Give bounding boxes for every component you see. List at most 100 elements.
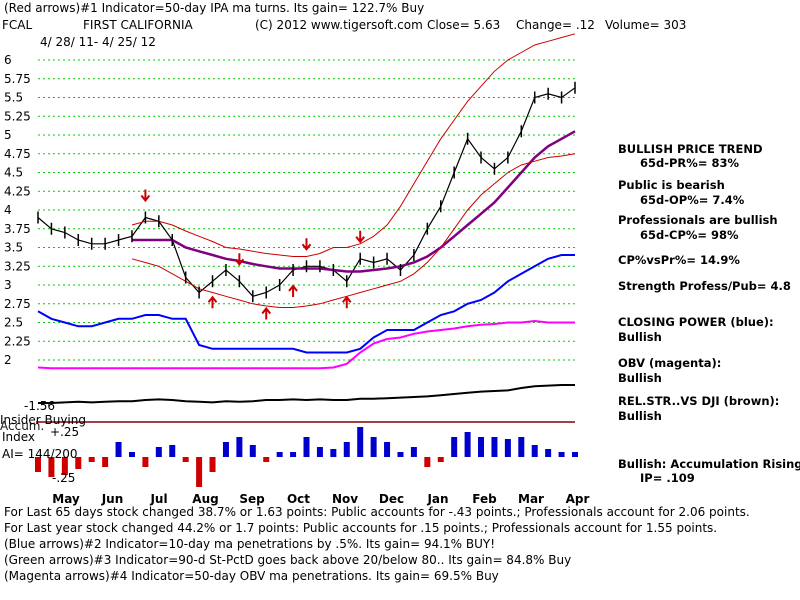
accum-bar bbox=[128, 452, 135, 457]
footer-line-year: For Last year stock changed 44.2% or 1.7… bbox=[4, 521, 717, 535]
public-title: Public is bearish bbox=[618, 178, 725, 192]
symbol: FCAL bbox=[2, 18, 32, 32]
accum-bar bbox=[558, 452, 565, 457]
cpvspr-value: CP%vsPr%= 14.9% bbox=[618, 253, 740, 267]
month-label: Jan bbox=[426, 492, 448, 506]
month-label: Oct bbox=[287, 492, 310, 506]
red-arrow-down bbox=[140, 189, 151, 203]
cp-value: 65d-CP%= 98% bbox=[640, 228, 739, 242]
red-arrow-up bbox=[288, 284, 298, 297]
obv-title: OBV (magenta): bbox=[618, 356, 721, 370]
accum-bar bbox=[142, 457, 149, 467]
closing-power-state: Bullish bbox=[618, 330, 662, 344]
accum-bar bbox=[316, 447, 323, 457]
index-label: Index bbox=[2, 430, 35, 444]
accum-bar bbox=[290, 452, 297, 457]
accum-bar bbox=[437, 457, 444, 462]
close-value: Close= 5.63 bbox=[427, 18, 500, 32]
accum-text: Bullish: Accumulation Rising. bbox=[618, 457, 800, 471]
accum-bar bbox=[222, 442, 229, 457]
accum-bar bbox=[464, 432, 471, 457]
series-line-upper-band bbox=[131, 33, 576, 257]
accum-bar bbox=[384, 442, 391, 457]
ai-value: AI= 144/200 bbox=[2, 447, 77, 461]
y-tick-label: 2.75 bbox=[4, 297, 31, 311]
y-tick-label: 5.75 bbox=[4, 72, 31, 86]
accum-bar bbox=[209, 457, 216, 472]
series-line-lower-band bbox=[131, 153, 576, 308]
pr-value: 65d-PR%= 83% bbox=[640, 156, 739, 170]
red-arrow-up bbox=[341, 295, 352, 309]
accum-bar bbox=[303, 437, 310, 457]
accum-bar bbox=[155, 447, 162, 457]
red-arrow-down bbox=[234, 253, 245, 266]
y-tick-label: 4.25 bbox=[4, 184, 31, 198]
series-line-50-day-ma bbox=[132, 130, 576, 273]
month-label: Feb bbox=[472, 492, 497, 506]
y-tick-label: 2 bbox=[4, 353, 12, 367]
signal-arrows bbox=[140, 189, 365, 320]
accum-bar bbox=[249, 445, 256, 457]
accum-bar bbox=[169, 445, 176, 457]
series-line-obv bbox=[37, 319, 575, 370]
month-label: Jun bbox=[101, 492, 124, 506]
y-axis-ticks: 6 5.75 5.5 5.25 5 4.75 4.5 4.25 4 3.75 3.5 3.25 3 2.7… bbox=[4, 53, 31, 367]
accum-bar bbox=[182, 457, 189, 462]
strength-value: Strength Profess/Pub= 4.8 bbox=[618, 279, 791, 293]
accum-label: Accum. bbox=[0, 419, 44, 433]
obv-state: Bullish bbox=[618, 371, 662, 385]
accum-bar bbox=[424, 457, 431, 467]
y-tick-label: 3.25 bbox=[4, 259, 31, 273]
volume-value: Volume= 303 bbox=[605, 18, 686, 32]
accum-bar bbox=[545, 449, 552, 457]
month-label: Nov bbox=[332, 492, 358, 506]
ip-value: IP= .109 bbox=[640, 471, 695, 485]
accum-bar bbox=[115, 442, 122, 457]
month-label: Aug bbox=[192, 492, 218, 506]
y-tick-label: 4 bbox=[4, 203, 12, 217]
relstr-tick: -1.56 bbox=[24, 399, 55, 413]
accum-bar bbox=[531, 445, 538, 457]
month-label: Dec bbox=[379, 492, 404, 506]
series-lines bbox=[37, 33, 576, 404]
header-indicator-line: (Red arrows)#1 Indicator=50-day IPA ma t… bbox=[4, 1, 424, 15]
footer-line-magenta: (Magenta arrows)#4 Indicator=50-day OBV … bbox=[4, 569, 499, 583]
relstr-title: REL.STR..VS DJI (brown): bbox=[618, 394, 779, 408]
accum-bar bbox=[518, 437, 525, 457]
change-value: Change= .12 bbox=[516, 18, 595, 32]
red-arrow-down bbox=[301, 238, 312, 251]
series-line-closing-power bbox=[37, 254, 575, 354]
accum-bar bbox=[330, 449, 337, 457]
footer-line-green: (Green arrows)#3 Indicator=90-d St-PctD … bbox=[4, 553, 571, 567]
month-label: May bbox=[52, 492, 80, 506]
accum-tick-neg: -.25 bbox=[52, 471, 75, 485]
accum-bar bbox=[370, 437, 377, 457]
accum-bar bbox=[397, 452, 404, 457]
accum-bar bbox=[88, 457, 95, 462]
accum-bar bbox=[410, 447, 417, 457]
y-tick-label: 4.75 bbox=[4, 147, 31, 161]
month-label: Jul bbox=[149, 492, 167, 506]
accum-bar bbox=[357, 427, 364, 457]
y-tick-label: 5.25 bbox=[4, 109, 31, 123]
accum-bar bbox=[478, 437, 485, 457]
y-tick-label: 3 bbox=[4, 278, 12, 292]
y-tick-label: 5 bbox=[4, 128, 12, 142]
footer-line-blue: (Blue arrows)#2 Indicator=10-day ma pene… bbox=[4, 537, 495, 551]
y-tick-label: 3.5 bbox=[4, 241, 23, 255]
footer-line-65d: For Last 65 days stock changed 38.7% or … bbox=[4, 505, 750, 519]
accum-bar bbox=[504, 439, 511, 457]
red-arrow-down bbox=[355, 230, 365, 244]
y-tick-label: 3.75 bbox=[4, 222, 31, 236]
accum-bar bbox=[61, 457, 68, 475]
y-tick-label: 2.5 bbox=[4, 316, 23, 330]
accum-bar bbox=[343, 442, 350, 457]
pros-title: Professionals are bullish bbox=[618, 213, 778, 227]
red-arrow-up bbox=[207, 295, 218, 309]
accum-bar bbox=[263, 457, 270, 462]
accum-bar bbox=[48, 457, 55, 477]
op-value: 65d-OP%= 7.4% bbox=[640, 193, 745, 207]
company-name: FIRST CALIFORNIA bbox=[83, 18, 194, 32]
y-tick-label: 5.5 bbox=[4, 91, 23, 105]
